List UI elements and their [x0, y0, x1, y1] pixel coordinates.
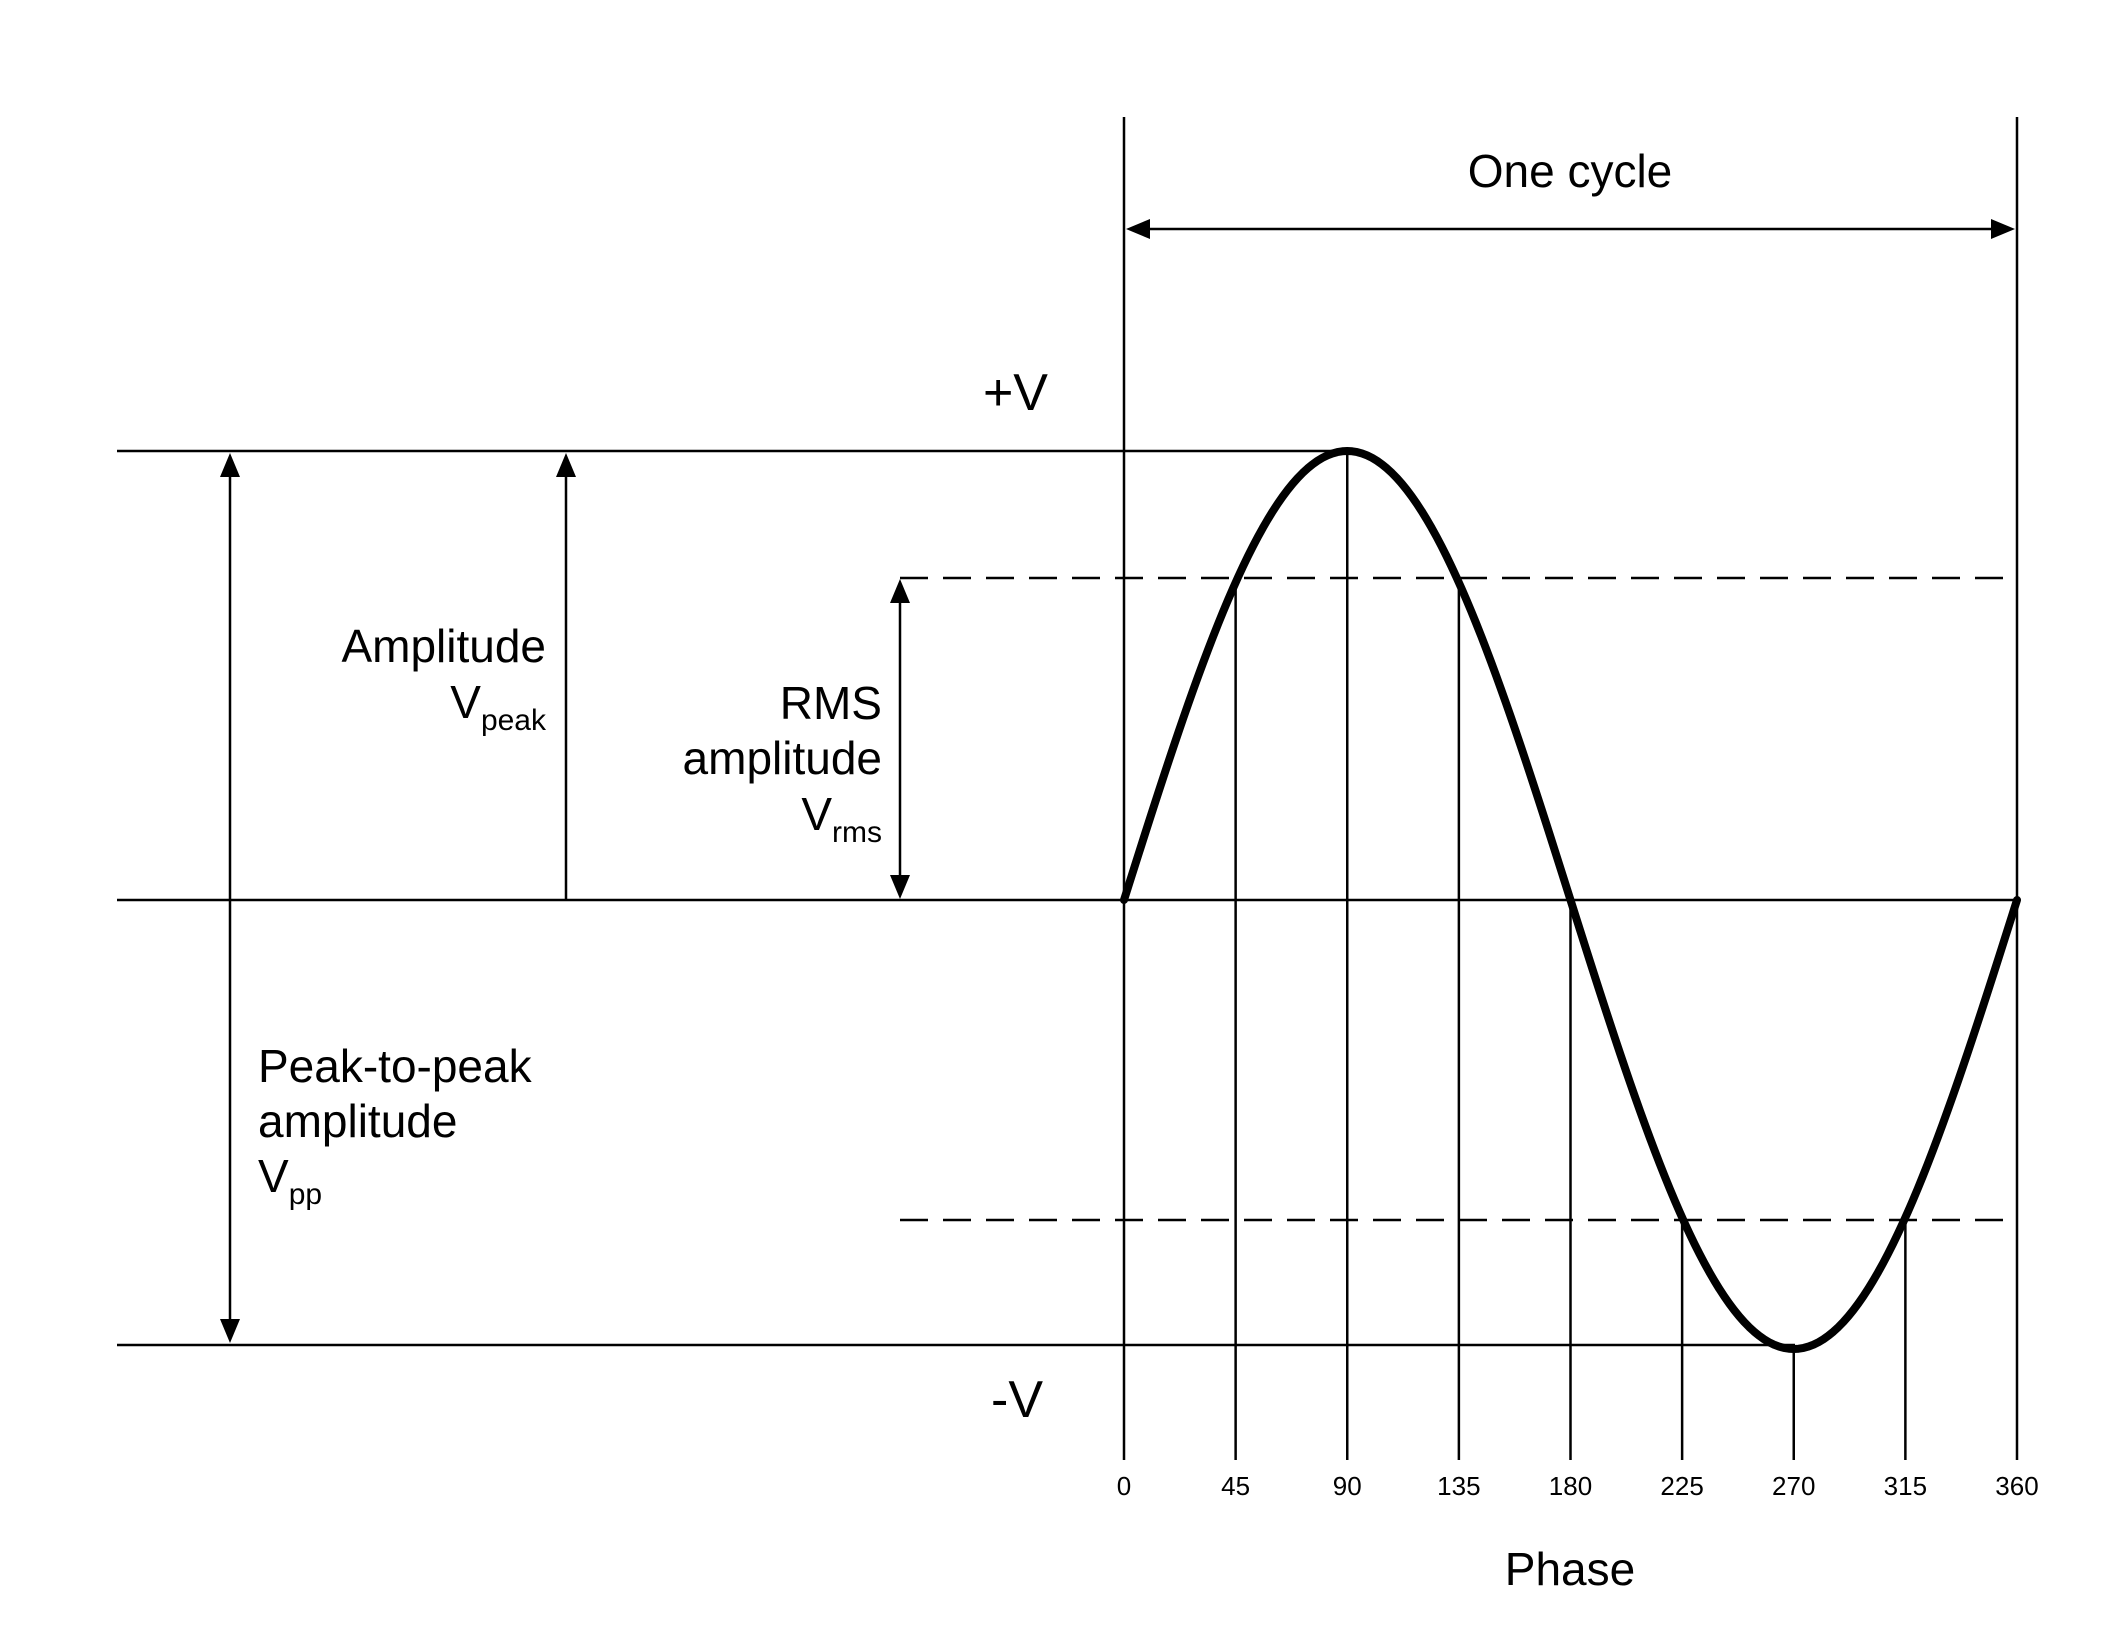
- amplitude-label: Amplitude: [341, 620, 546, 672]
- ptp-label-line2: amplitude: [258, 1095, 457, 1147]
- arrowhead-left-icon: [1126, 219, 1150, 239]
- plus-v-label: +V: [983, 364, 1048, 422]
- phase-tick-label-315: 315: [1884, 1471, 1927, 1501]
- rms-arrow: [890, 579, 910, 899]
- arrowhead-down-icon: [890, 875, 910, 899]
- phase-axis-label: Phase: [1505, 1543, 1635, 1595]
- arrowhead-right-icon: [1991, 219, 2015, 239]
- vrms-label: Vrms: [801, 788, 882, 849]
- amplitude-arrow: [556, 453, 576, 900]
- phase-tick-label-270: 270: [1772, 1471, 1815, 1501]
- one-cycle-arrow: [1126, 219, 2015, 239]
- vpp-subscript: pp: [289, 1178, 322, 1211]
- phase-tick-label-225: 225: [1660, 1471, 1703, 1501]
- rms-label-line1: RMS: [780, 677, 882, 729]
- phase-drop-lines: [1234, 451, 1907, 1460]
- vpeak-subscript: peak: [481, 704, 547, 737]
- vrms-base: V: [801, 788, 832, 840]
- phase-tick-labels: 0 45 90 135 180 225 270 315 360: [1117, 1471, 2039, 1501]
- minus-v-label: -V: [991, 1371, 1043, 1429]
- arrowhead-up-icon: [220, 453, 240, 477]
- arrowhead-down-icon: [220, 1319, 240, 1343]
- peak-to-peak-arrow: [220, 453, 240, 1343]
- vrms-subscript: rms: [832, 816, 882, 849]
- phase-tick-label-0: 0: [1117, 1471, 1131, 1501]
- arrowhead-up-icon: [890, 579, 910, 603]
- phase-tick-label-45: 45: [1221, 1471, 1250, 1501]
- one-cycle-label: One cycle: [1468, 145, 1673, 197]
- ptp-label-line1: Peak-to-peak: [258, 1040, 533, 1092]
- vpeak-label: Vpeak: [450, 676, 547, 737]
- phase-tick-label-360: 360: [1995, 1471, 2038, 1501]
- vpp-label: Vpp: [258, 1150, 322, 1211]
- phase-tick-label-90: 90: [1333, 1471, 1362, 1501]
- sine-wave-curve: [1120, 447, 2021, 1353]
- vpp-base: V: [258, 1150, 289, 1202]
- vpeak-base: V: [450, 676, 481, 728]
- rms-label-line2: amplitude: [683, 732, 882, 784]
- phase-tick-label-135: 135: [1437, 1471, 1480, 1501]
- phase-tick-label-180: 180: [1549, 1471, 1592, 1501]
- arrowhead-up-icon: [556, 453, 576, 477]
